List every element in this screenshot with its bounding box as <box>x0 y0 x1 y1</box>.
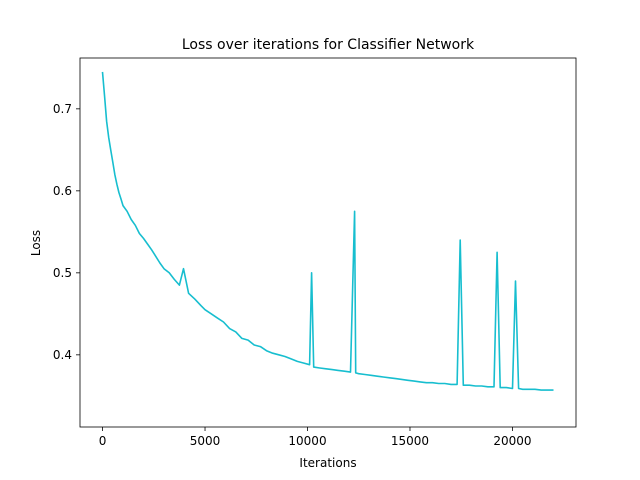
x-tick-label: 5000 <box>190 434 221 448</box>
y-tick-label: 0.7 <box>53 102 72 116</box>
x-axis-label: Iterations <box>299 456 356 470</box>
y-axis-label: Loss <box>29 230 43 256</box>
loss-series-line <box>101 71 554 391</box>
y-tick-label: 0.6 <box>53 184 72 198</box>
chart-title: Loss over iterations for Classifier Netw… <box>182 37 475 53</box>
y-tick-label: 0.5 <box>53 266 72 280</box>
y-tick-label: 0.4 <box>53 348 72 362</box>
x-tick-label: 0 <box>99 434 107 448</box>
x-axis: 0 5000 10000 15000 20000 <box>99 427 532 448</box>
plot-frame <box>79 57 577 428</box>
x-tick-label: 20000 <box>493 434 531 448</box>
x-tick-label: 15000 <box>391 434 429 448</box>
x-tick-label: 10000 <box>288 434 326 448</box>
y-axis: 0.4 0.5 0.6 0.7 <box>53 102 80 362</box>
